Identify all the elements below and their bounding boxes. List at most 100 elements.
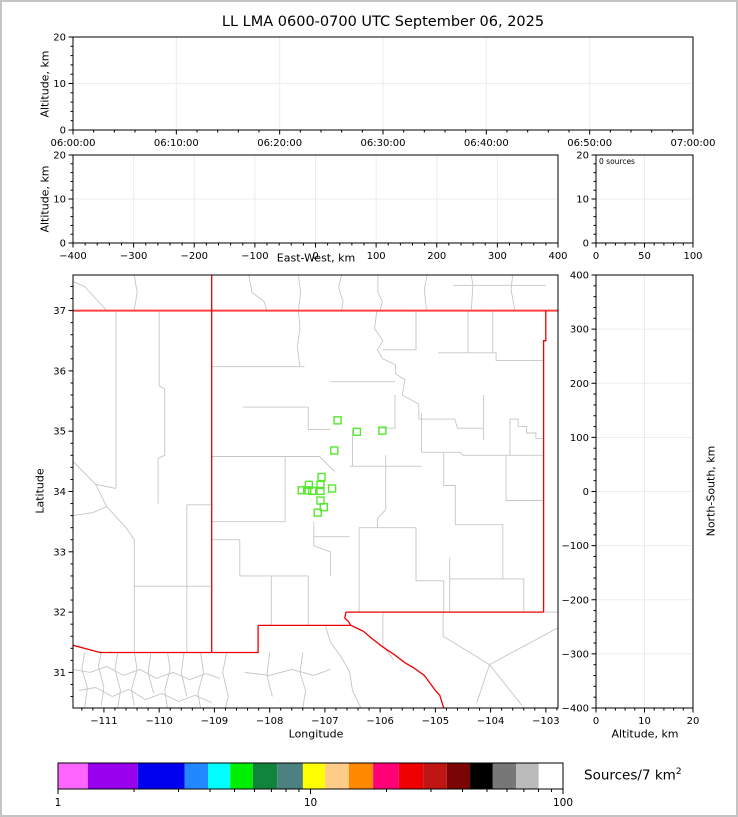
colorbar-label-text: Sources/7 km [584,767,676,784]
svg-text:10: 10 [53,195,66,206]
station-marker [307,486,317,496]
svg-text:−100: −100 [241,251,268,262]
colorbar-segment [302,763,326,789]
svg-text:100: 100 [570,433,589,444]
svg-text:1: 1 [55,797,62,809]
svg-text:100: 100 [553,797,573,809]
time-panel-ylabel: Altitude, km [38,50,52,118]
svg-text:−104: −104 [477,716,504,727]
svg-text:06:30:00: 06:30:00 [361,138,406,149]
svg-text:06:20:00: 06:20:00 [257,138,302,149]
svg-text:−108: −108 [256,716,283,727]
svg-text:0: 0 [312,251,318,262]
station-marker [327,484,337,493]
svg-text:10: 10 [304,797,317,809]
svg-text:300: 300 [488,251,507,262]
svg-text:36: 36 [53,366,66,377]
lma-stations [297,416,387,517]
svg-text:−400: −400 [562,704,589,715]
svg-text:06:00:00: 06:00:00 [51,138,96,149]
svg-text:35: 35 [53,427,66,438]
svg-text:−111: −111 [90,716,117,727]
ew-panel-ylabel: Altitude, km [38,165,52,233]
svg-text:−300: −300 [562,649,589,660]
svg-text:50: 50 [638,251,651,262]
station-marker [319,502,328,512]
colorbar-segment [398,763,424,789]
svg-text:0: 0 [60,126,66,137]
ns-panel-xlabel: Altitude, km [611,727,679,741]
ns-altitude-panel-ticks: 0 10 20 −400 −300 −200 −100 0 100 200 300 400 [562,271,700,728]
svg-text:06:10:00: 06:10:00 [154,138,199,149]
map-xlabel: Longitude [288,727,344,741]
map-panel: −111 −110 −109 −108 −107 −106 −105 −104 −103 31 32… [53,274,560,727]
svg-text:400: 400 [570,271,589,282]
map-ylabel: Latitude [33,468,47,514]
svg-text:−100: −100 [562,541,589,552]
colorbar-segment [137,763,185,789]
county-borders [73,275,558,708]
svg-text:20: 20 [53,151,66,162]
colorbar-segment [58,763,88,789]
altitude-histogram-panel-ticks: 0 50 100 0 10 20 [576,151,702,263]
svg-text:−109: −109 [201,716,228,727]
svg-text:32: 32 [53,608,66,619]
svg-text:0: 0 [593,251,599,262]
colorbar-segment [230,763,253,789]
station-marker [317,472,326,482]
ew-panel-xlabel: East-West, km [276,251,356,265]
station-marker [333,416,342,425]
svg-text:−105: −105 [422,716,449,727]
colorbar-segment [373,763,399,789]
svg-text:06:50:00: 06:50:00 [567,138,612,149]
svg-text:200: 200 [427,251,446,262]
svg-text:0: 0 [583,487,589,498]
svg-text:200: 200 [570,379,589,390]
svg-text:37: 37 [53,306,66,317]
colorbar-segment [538,763,563,789]
svg-text:−200: −200 [181,251,208,262]
svg-text:−110: −110 [145,716,172,727]
svg-text:34: 34 [53,487,66,498]
svg-text:−107: −107 [311,716,338,727]
svg-text:−400: −400 [59,251,86,262]
svg-text:07:00:00: 07:00:00 [671,138,716,149]
colorbar-segment [516,763,539,789]
ew-altitude-panel-ticks: −400 −300 −200 −100 0 100 200 300 400 0 10 20 [53,151,567,263]
colorbar-segment [470,763,493,789]
svg-text:20: 20 [687,716,700,727]
colorbar-label: Sources/7 km2 [584,767,682,784]
svg-text:−200: −200 [562,595,589,606]
svg-text:10: 10 [576,195,589,206]
svg-text:100: 100 [683,251,702,262]
svg-text:0: 0 [593,716,599,727]
time-altitude-panel: 06:00:00 06:10:00 06:20:00 06:30:00 06:40:00… [51,33,716,150]
colorbar-segment [446,763,471,789]
colorbar-segment [348,763,374,789]
colorbar-segment [423,763,447,789]
svg-text:20: 20 [576,151,589,162]
svg-text:−106: −106 [366,716,393,727]
svg-text:06:40:00: 06:40:00 [464,138,509,149]
colorbar-segment [184,763,208,789]
svg-text:10: 10 [638,716,651,727]
map-panel-ticks: −111 −110 −109 −108 −107 −106 −105 −104 −103 31 32… [53,285,560,727]
map-content [73,275,558,708]
colorbar-segment [252,763,278,789]
station-marker [297,486,306,495]
altitude-histogram-panel: 0 50 100 0 10 20 [576,151,702,263]
station-marker [303,486,312,495]
state-borders [73,275,558,708]
svg-text:0: 0 [583,239,589,250]
ew-altitude-panel: −400 −300 −200 −100 0 100 200 300 400 0 10 20 [53,151,567,263]
colorbar-segment [207,763,231,789]
station-marker [378,426,387,435]
station-marker [352,427,362,436]
svg-text:300: 300 [570,325,589,336]
page-title: LL LMA 0600-0700 UTC September 06, 2025 [221,14,545,30]
ns-altitude-panel: 0 10 20 −400 −300 −200 −100 0 100 200 300 400 [562,271,700,728]
colorbar-segment [87,763,138,789]
ns-panel-ylabel: North-South, km [704,445,718,537]
